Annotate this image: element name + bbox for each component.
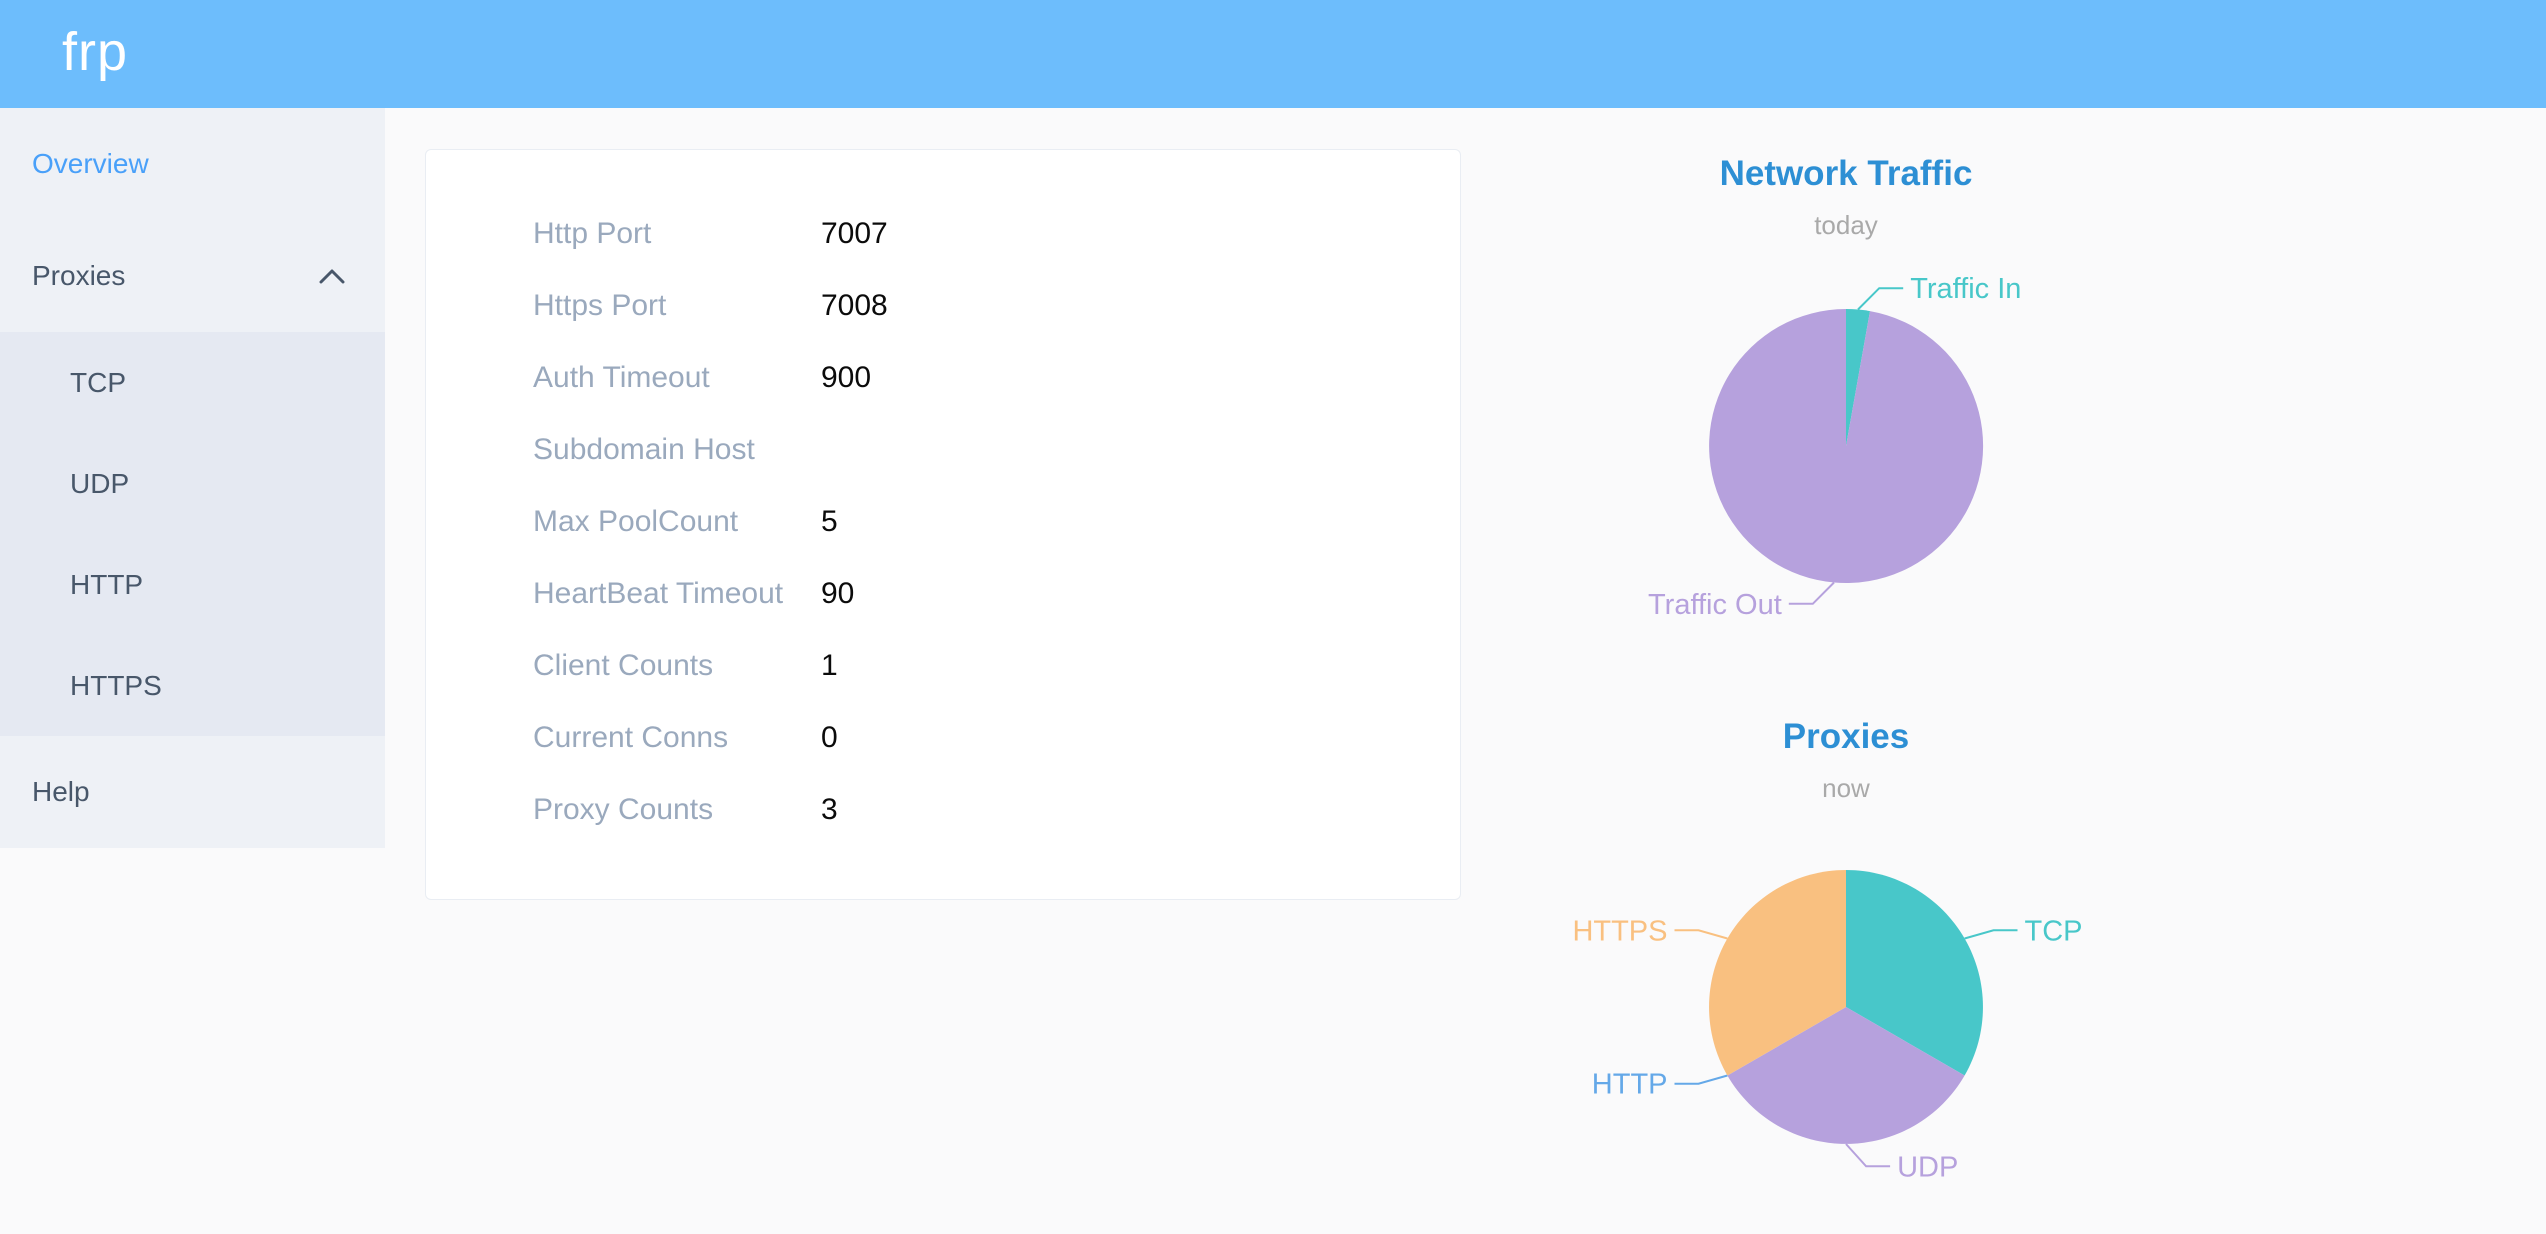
info-label: Max PoolCount: [533, 505, 739, 538]
pie-label-line: [1845, 1143, 1891, 1168]
info-row-http-port: Http Port 7007: [426, 198, 1460, 270]
chart-subtitle: today: [1814, 210, 1878, 240]
server-info-card: Http Port 7007 Https Port 7008 Auth Timeou…: [425, 149, 1461, 900]
chevron-up-icon: [319, 269, 345, 284]
info-label: HeartBeat Timeout: [533, 577, 784, 610]
proxies-chart: Proxies now TCP UDP HTTP HTTPS: [1572, 717, 2083, 1183]
sidebar-item-label: UDP: [70, 468, 130, 499]
pie-slice-traffic-out[interactable]: [1709, 309, 1984, 583]
sidebar-item-label: Help: [32, 776, 90, 807]
sidebar: Overview Proxies TCP UDP HTTP HTTPS Help: [0, 108, 385, 848]
pie-slice-tcp[interactable]: [1846, 870, 1983, 1076]
sidebar-item-overview[interactable]: Overview: [0, 108, 385, 220]
pie-label-traffic-in: Traffic In: [1910, 273, 2021, 305]
info-row-client-counts: Client Counts 1: [426, 630, 1460, 702]
sidebar-item-https[interactable]: HTTPS: [0, 635, 385, 736]
chart-title: Proxies: [1783, 717, 1909, 756]
sidebar-item-label: HTTPS: [70, 670, 162, 701]
pie-label-http: HTTP: [1592, 1069, 1668, 1101]
info-label: Https Port: [533, 289, 667, 322]
sidebar-item-help[interactable]: Help: [0, 736, 385, 848]
app-header: frp: [0, 0, 2546, 108]
info-label: Client Counts: [533, 649, 714, 682]
sidebar-item-http[interactable]: HTTP: [0, 534, 385, 635]
info-value: 1: [821, 649, 838, 682]
info-row-subdomain-host: Subdomain Host: [426, 414, 1460, 486]
info-label: Subdomain Host: [533, 433, 755, 466]
info-value: 90: [821, 577, 855, 610]
sidebar-item-label: Overview: [32, 148, 149, 179]
info-label: Auth Timeout: [533, 361, 710, 394]
pie-label-line: [1674, 929, 1728, 940]
info-value: 3: [821, 793, 838, 826]
info-row-auth-timeout: Auth Timeout 900: [426, 342, 1460, 414]
pie-label-traffic-out: Traffic Out: [1648, 589, 1782, 621]
info-value: 5: [821, 505, 838, 538]
network-traffic-chart: Network Traffic today Traffic In Traffic Ou…: [1648, 154, 2021, 621]
info-value: 7007: [821, 217, 888, 250]
chart-subtitle: now: [1822, 773, 1870, 803]
info-value: 7008: [821, 289, 888, 322]
pie-label-udp: UDP: [1897, 1151, 1958, 1183]
info-value: 0: [821, 721, 838, 754]
sidebar-item-label: HTTP: [70, 569, 144, 600]
pie-label-line: [1964, 929, 2018, 940]
info-label: Http Port: [533, 217, 652, 250]
chart-title: Network Traffic: [1720, 154, 1973, 193]
pie-slice-udp[interactable]: [1727, 1007, 1965, 1144]
info-row-heartbeat-timeout: HeartBeat Timeout 90: [426, 558, 1460, 630]
pie-label-line: [1857, 287, 1904, 311]
pie-label-tcp: TCP: [2025, 915, 2083, 947]
pie-label-https: HTTPS: [1572, 915, 1667, 947]
info-row-proxy-counts: Proxy Counts 3: [426, 774, 1460, 846]
pie-label-line: [1674, 1074, 1728, 1085]
frp-logo: frp: [62, 22, 129, 82]
info-row-max-poolcount: Max PoolCount 5: [426, 486, 1460, 558]
pie-slice-traffic-in[interactable]: [1846, 308, 1870, 446]
sidebar-item-udp[interactable]: UDP: [0, 433, 385, 534]
info-row-current-conns: Current Conns 0: [426, 702, 1460, 774]
sidebar-item-label: TCP: [70, 367, 126, 398]
info-row-https-port: Https Port 7008: [426, 270, 1460, 342]
pie-label-line: [1788, 581, 1835, 605]
sidebar-item-proxies[interactable]: Proxies: [0, 220, 385, 332]
info-label: Proxy Counts: [533, 793, 714, 826]
info-value: 900: [821, 361, 872, 394]
proxies-submenu: TCP UDP HTTP HTTPS: [0, 332, 385, 736]
info-label: Current Conns: [533, 721, 729, 754]
sidebar-item-label: Proxies: [32, 260, 126, 291]
sidebar-item-tcp[interactable]: TCP: [0, 332, 385, 433]
pie-slice-https[interactable]: [1709, 870, 1846, 1076]
